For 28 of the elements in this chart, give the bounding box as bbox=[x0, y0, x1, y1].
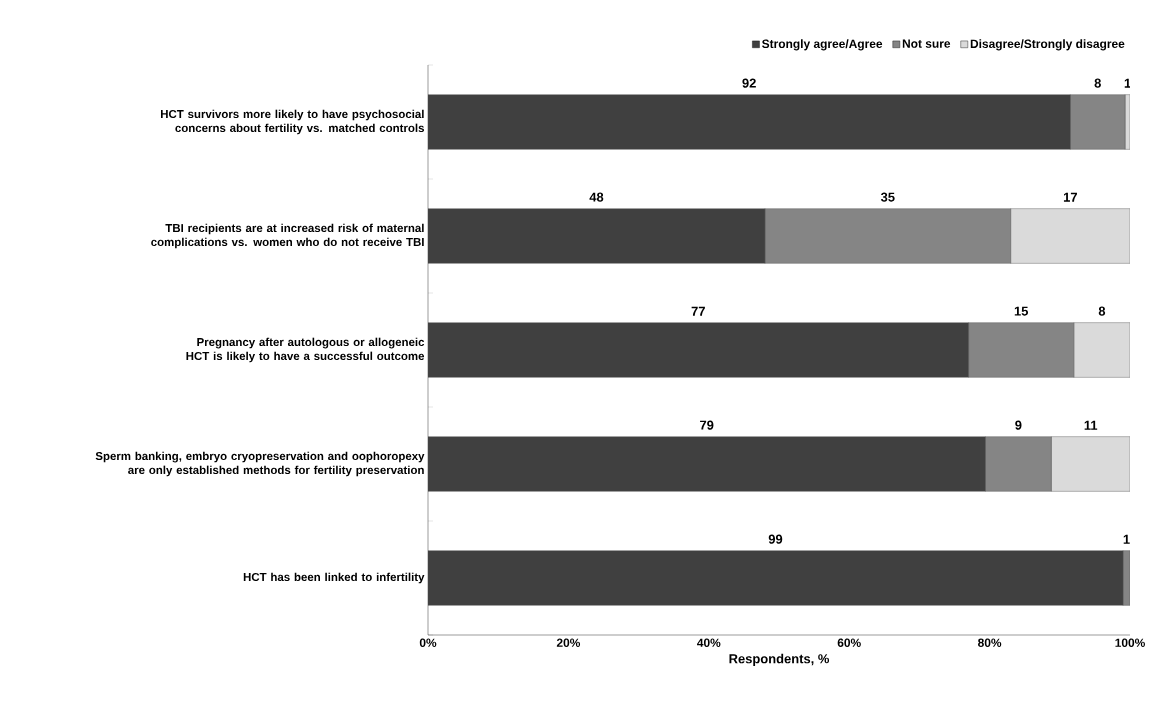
legend-label: Not sure bbox=[902, 39, 951, 48]
x-axis-title: Respondents, % bbox=[729, 653, 830, 666]
y-tick-label: HCT has been linked to infertility bbox=[243, 572, 425, 584]
data-label: 9 bbox=[1015, 420, 1022, 430]
legend-label: Disagree/Strongly disagree bbox=[970, 39, 1125, 51]
data-label: 15 bbox=[1014, 306, 1029, 316]
data-label: 99 bbox=[768, 534, 783, 544]
legend-label: Strongly agree/Agree bbox=[762, 39, 883, 51]
data-label: 92 bbox=[742, 78, 756, 88]
data-label: 35 bbox=[880, 192, 895, 202]
data-label: 8 bbox=[1094, 78, 1101, 88]
data-label: 77 bbox=[691, 306, 705, 316]
x-tick-label: 20% bbox=[556, 638, 581, 647]
data-label: 8 bbox=[1098, 306, 1106, 316]
data-label: 48 bbox=[589, 192, 604, 202]
y-tick-label: Pregnancy after autologous or allogeneic HCT is likely to have a successful outcome bbox=[186, 337, 425, 363]
data-label: 79 bbox=[700, 420, 714, 430]
y-tick-label: HCT survivors more likely to have psychosocial concerns about fertility vs. matched controls bbox=[161, 109, 425, 135]
y-tick-label: Sperm banking, embryo cryopreservation and oophoropexy are only established methods for fertility preservation bbox=[95, 451, 425, 477]
x-tick-label: 100% bbox=[1115, 638, 1145, 647]
data-label: 17 bbox=[1063, 192, 1077, 202]
x-tick-label: 40% bbox=[697, 638, 721, 647]
x-tick-label: 80% bbox=[978, 638, 1002, 647]
data-label: 1 bbox=[1123, 534, 1130, 544]
data-label: 11 bbox=[1084, 420, 1098, 430]
x-tick-label: 0% bbox=[419, 638, 437, 647]
y-tick-label: TBI recipients are at increased risk of maternal complications vs. women who do not receive TBI bbox=[151, 223, 424, 249]
x-tick-label: 60% bbox=[837, 638, 861, 647]
